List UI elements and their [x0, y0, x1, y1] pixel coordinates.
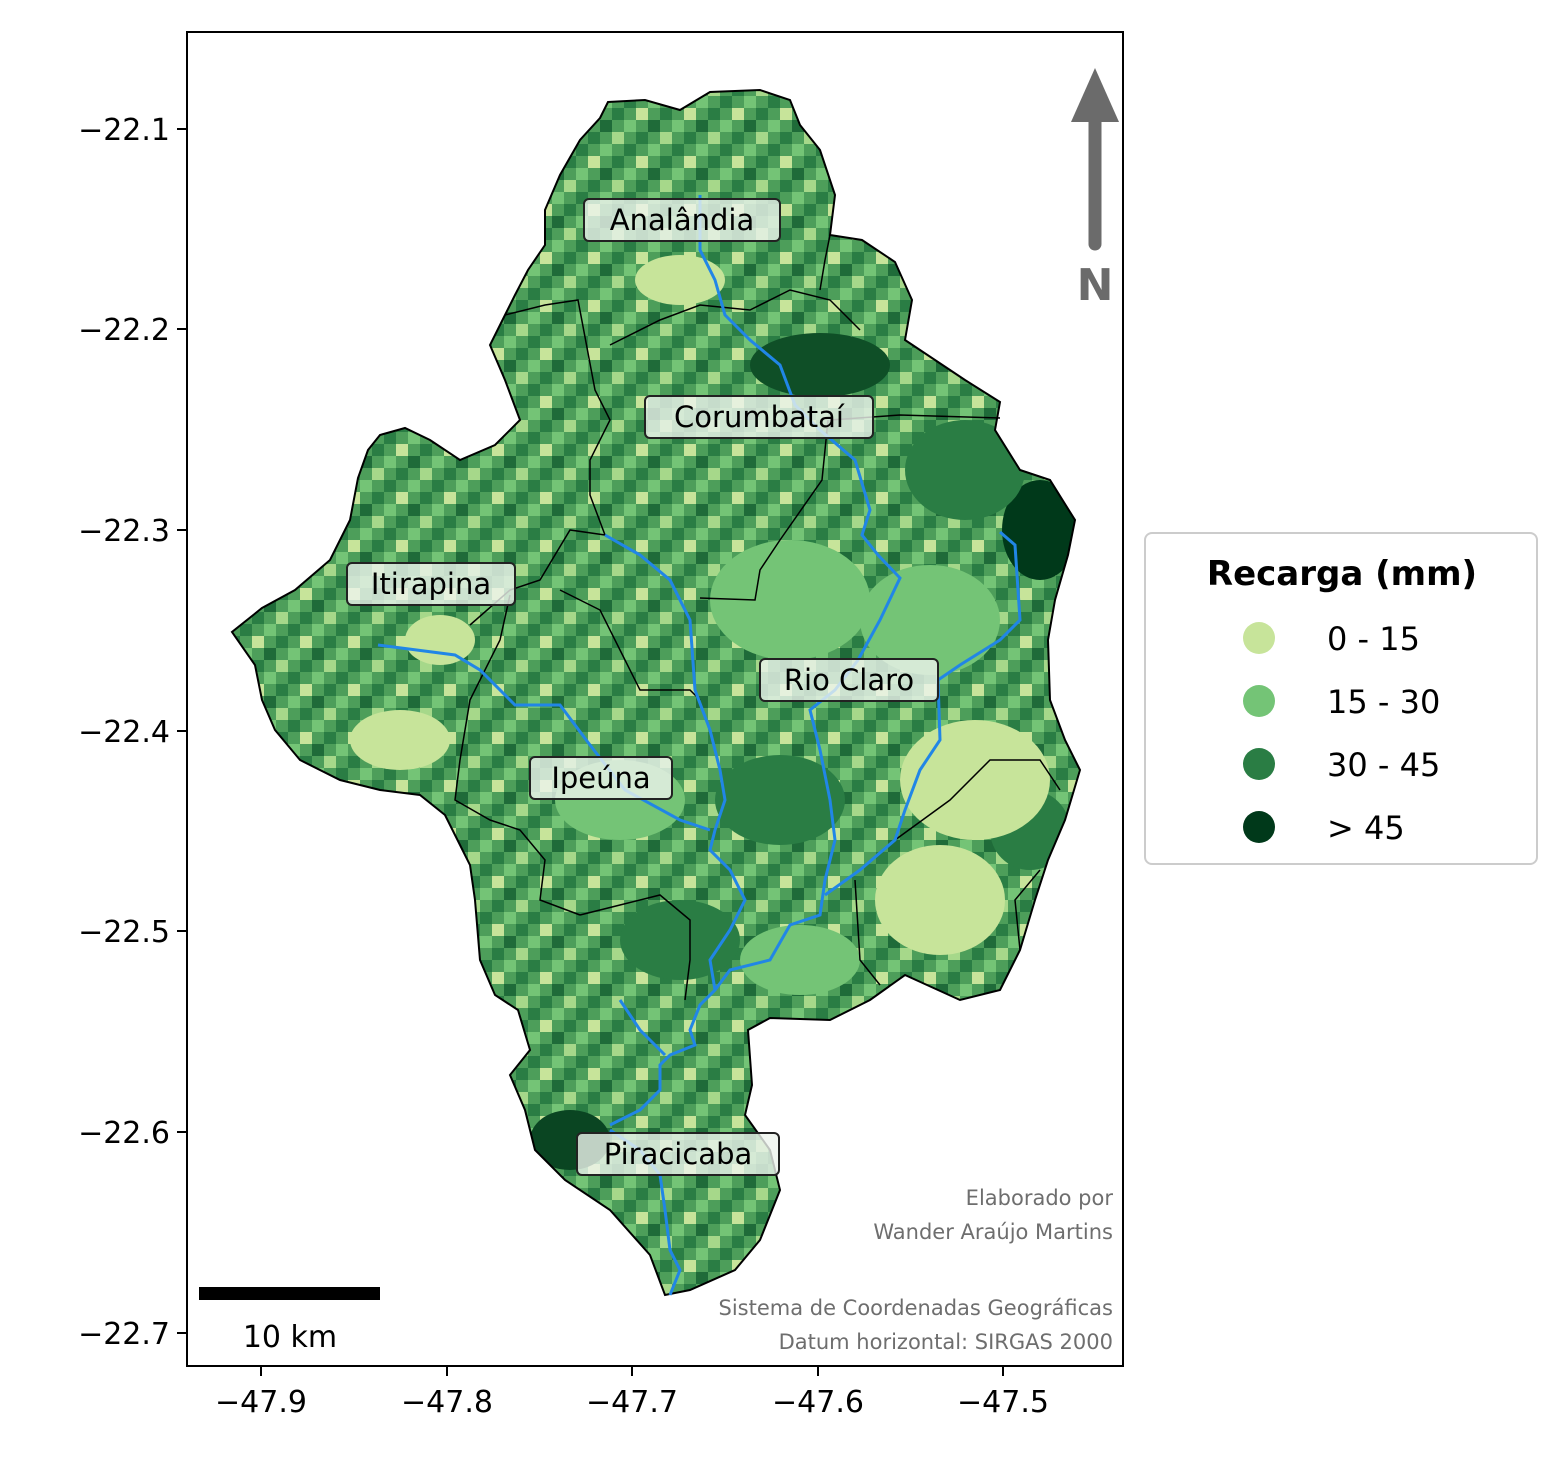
recharge-zone-medium: [710, 540, 870, 660]
x-axis: −47.9 −47.8 −47.7 −47.6 −47.5: [215, 1366, 1049, 1420]
legend-swatch-icon: [1243, 622, 1275, 654]
recharge-zone-low: [875, 845, 1005, 955]
credit-line: Sistema de Coordenadas Geográficas: [718, 1296, 1113, 1320]
y-tick-label: −22.6: [78, 1116, 170, 1151]
legend-swatch-icon: [1243, 811, 1275, 843]
legend-label: 0 - 15: [1327, 620, 1420, 658]
north-arrow-head-icon: [1071, 68, 1119, 122]
place-name: Analândia: [610, 203, 754, 237]
legend-item: 0 - 15: [1243, 620, 1420, 658]
river-network: [377, 195, 1022, 1296]
place-label-ipeuna: Ipeúna: [529, 756, 673, 800]
legend-swatch-icon: [1243, 748, 1275, 780]
legend-swatch-icon: [1243, 685, 1275, 717]
legend-label: 15 - 30: [1327, 683, 1440, 721]
municipality-boundaries: [454, 234, 1061, 1001]
legend-item: 15 - 30: [1243, 683, 1440, 721]
recharge-zone-high: [750, 333, 890, 397]
legend-box: [1144, 532, 1538, 865]
place-label-piracicaba: Piracicaba: [576, 1132, 780, 1176]
north-label: N: [1077, 260, 1114, 311]
scale-bar-label: 10 km: [243, 1320, 337, 1355]
legend-item: > 45: [1243, 809, 1405, 847]
y-tick-label: −22.3: [78, 514, 170, 549]
place-name: Piracicaba: [604, 1137, 753, 1171]
y-tick-label: −22.2: [78, 313, 170, 348]
scale-bar: 10 km: [199, 1287, 380, 1355]
y-tick-label: −22.1: [78, 113, 170, 148]
legend-title: Recarga (mm): [1207, 554, 1477, 594]
x-tick-label: −47.8: [401, 1385, 493, 1420]
legend: Recarga (mm) 0 - 15 15 - 30 30 - 45 > 45: [1144, 532, 1538, 865]
x-tick-label: −47.9: [215, 1385, 307, 1420]
place-label-analandia: Analândia: [583, 198, 781, 242]
scale-bar-line: [199, 1287, 380, 1300]
recharge-zone-low: [900, 720, 1050, 840]
place-label-rio-claro: Rio Claro: [759, 658, 939, 702]
recharge-zone-medium: [740, 925, 860, 995]
legend-label: 30 - 45: [1327, 746, 1440, 784]
y-tick-label: −22.7: [78, 1317, 170, 1352]
y-tick-label: −22.5: [78, 915, 170, 950]
place-label-itirapina: Itirapina: [346, 562, 516, 606]
place-labels: Analândia Corumbataí Itirapina Rio Claro…: [346, 198, 939, 1176]
recharge-zone-medium-high: [715, 755, 845, 845]
credit-line: Wander Araújo Martins: [873, 1220, 1113, 1244]
place-name: Ipeúna: [551, 761, 650, 795]
place-label-corumbatai: Corumbataí: [644, 395, 874, 439]
north-arrow: N: [1071, 68, 1119, 311]
recharge-zone-medium-high: [905, 420, 1025, 520]
credit-line: Elaborado por: [966, 1186, 1114, 1210]
legend-item: 30 - 45: [1243, 746, 1440, 784]
y-axis: −22.1 −22.2 −22.3 −22.4 −22.5 −22.6 −22.…: [78, 113, 187, 1352]
place-name: Corumbataí: [674, 400, 845, 434]
recharge-zone-high: [1002, 480, 1078, 580]
recharge-zone-low: [405, 615, 475, 665]
x-tick-label: −47.6: [772, 1385, 864, 1420]
recharge-zone-low: [350, 710, 450, 770]
credit-line: Datum horizontal: SIRGAS 2000: [779, 1330, 1113, 1354]
recharge-zone-low: [635, 255, 725, 305]
map-credits: Elaborado por Wander Araújo Martins Sist…: [718, 1186, 1113, 1354]
y-tick-label: −22.4: [78, 715, 170, 750]
x-tick-label: −47.7: [586, 1385, 678, 1420]
place-name: Itirapina: [371, 567, 491, 601]
recharge-zone-medium: [860, 565, 1000, 675]
place-name: Rio Claro: [784, 663, 914, 697]
legend-label: > 45: [1327, 809, 1405, 847]
x-tick-label: −47.5: [957, 1385, 1049, 1420]
